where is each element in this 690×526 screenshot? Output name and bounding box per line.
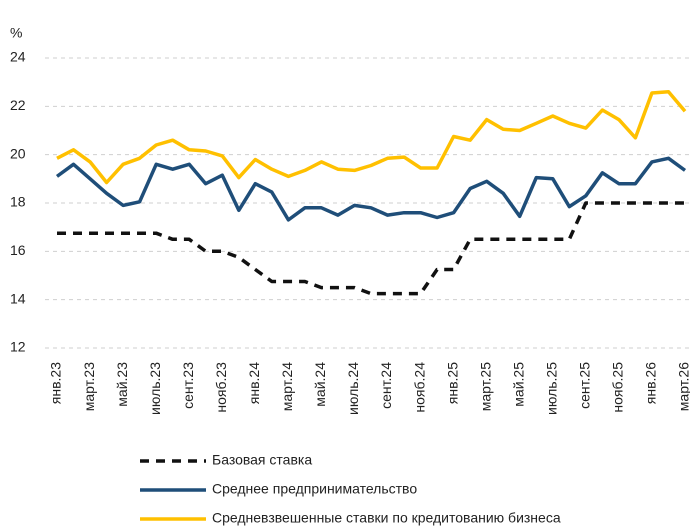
x-tick-label: май.23 (114, 362, 130, 407)
x-tick-label: янв.24 (246, 362, 262, 404)
y-tick-label: 22 (10, 97, 26, 113)
y-tick-label: 12 (10, 339, 26, 355)
legend-label: Средневзвешенные ставки по кредитованию … (212, 510, 561, 526)
x-tick-label: нояб.25 (610, 362, 626, 413)
y-tick-label: 14 (10, 290, 26, 306)
x-tick-label: март.25 (477, 362, 493, 411)
x-tick-label: сент.24 (378, 362, 394, 409)
x-tick-label: май.25 (510, 362, 526, 407)
series-line (56, 90, 687, 185)
x-tick-label: июль.24 (345, 362, 361, 415)
x-tick-label: янв.23 (48, 362, 64, 404)
x-tick-label: март.26 (676, 362, 690, 411)
x-tick-label: июль.23 (147, 362, 163, 415)
x-tick-label: июль.25 (543, 362, 559, 415)
legend-label: Среднее предпринимательство (212, 481, 417, 497)
x-tick-label: сент.25 (577, 362, 593, 409)
series-line (57, 201, 685, 296)
legend-label: Базовая ставка (212, 452, 312, 468)
x-tick-label: март.23 (81, 362, 97, 411)
x-tick-label: май.24 (312, 362, 328, 407)
y-tick-label: 18 (10, 194, 26, 210)
x-tick-label: янв.25 (444, 362, 460, 404)
y-tick-label: 16 (10, 242, 26, 258)
x-tick-label: март.24 (279, 362, 295, 411)
y-unit: % (10, 25, 22, 41)
y-tick-label: 20 (10, 145, 26, 161)
x-tick-label: нояб.23 (213, 362, 229, 413)
x-tick-label: янв.26 (643, 362, 659, 404)
y-tick-label: 24 (10, 49, 26, 65)
series-line (55, 156, 687, 222)
x-tick-label: сент.23 (180, 362, 196, 409)
x-tick-label: нояб.24 (411, 362, 427, 413)
